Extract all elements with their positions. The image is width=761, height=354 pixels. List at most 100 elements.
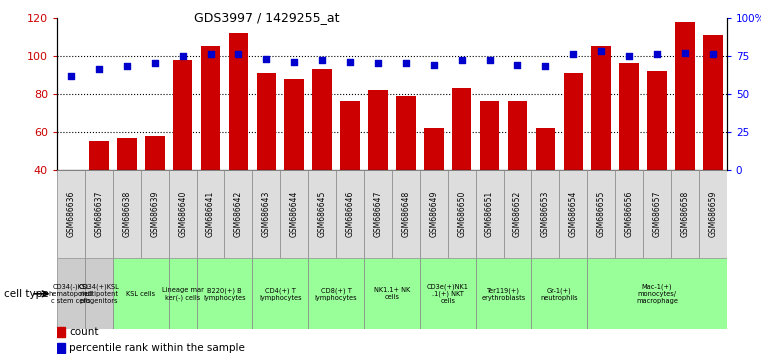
Point xyxy=(483,57,495,63)
Bar xyxy=(85,258,113,329)
Bar xyxy=(169,258,196,329)
Bar xyxy=(253,258,308,329)
Point xyxy=(511,62,524,68)
Text: CD34(-)KSL
hematopoieti
c stem cells: CD34(-)KSL hematopoieti c stem cells xyxy=(49,284,94,304)
Bar xyxy=(285,79,304,246)
Bar xyxy=(368,90,387,246)
Bar xyxy=(619,63,638,246)
Text: GSM686642: GSM686642 xyxy=(234,191,243,237)
Point xyxy=(93,67,105,72)
Bar xyxy=(396,96,416,246)
Text: NK1.1+ NK
cells: NK1.1+ NK cells xyxy=(374,287,410,300)
Bar xyxy=(531,258,587,329)
Bar xyxy=(563,73,583,246)
Point xyxy=(205,51,217,57)
Point xyxy=(344,59,356,65)
Text: Gr-1(+)
neutrophils: Gr-1(+) neutrophils xyxy=(540,287,578,301)
Bar xyxy=(671,170,699,258)
Bar xyxy=(504,170,531,258)
Bar xyxy=(308,258,364,329)
Bar xyxy=(196,170,224,258)
Text: cell type: cell type xyxy=(4,289,49,299)
Bar xyxy=(508,101,527,246)
Bar xyxy=(228,33,248,246)
Point xyxy=(567,51,579,57)
Text: GSM686636: GSM686636 xyxy=(66,191,75,238)
Bar xyxy=(476,170,504,258)
Point xyxy=(707,51,719,57)
Text: GSM686652: GSM686652 xyxy=(513,191,522,237)
Bar xyxy=(643,170,671,258)
Bar xyxy=(117,138,136,246)
Point xyxy=(428,62,440,68)
Text: GSM686654: GSM686654 xyxy=(568,191,578,238)
Bar xyxy=(89,141,109,246)
Bar xyxy=(420,170,447,258)
Text: GSM686648: GSM686648 xyxy=(401,191,410,237)
Point xyxy=(595,48,607,54)
Text: GSM686650: GSM686650 xyxy=(457,191,466,238)
Point xyxy=(372,61,384,66)
Bar xyxy=(647,71,667,246)
Point xyxy=(232,51,244,57)
Bar xyxy=(559,170,587,258)
Point xyxy=(148,61,161,66)
Text: GSM686638: GSM686638 xyxy=(123,191,132,237)
Text: GSM686637: GSM686637 xyxy=(94,191,103,238)
Bar xyxy=(256,73,276,246)
Bar xyxy=(169,170,196,258)
Bar xyxy=(57,343,65,353)
Bar xyxy=(280,170,308,258)
Point xyxy=(651,51,663,57)
Bar xyxy=(531,170,559,258)
Bar xyxy=(447,170,476,258)
Text: GSM686644: GSM686644 xyxy=(290,191,299,238)
Text: GSM686651: GSM686651 xyxy=(485,191,494,237)
Bar xyxy=(364,170,392,258)
Text: B220(+) B
lymphocytes: B220(+) B lymphocytes xyxy=(203,287,246,301)
Text: GDS3997 / 1429255_at: GDS3997 / 1429255_at xyxy=(193,11,339,24)
Bar xyxy=(85,170,113,258)
Point xyxy=(316,57,328,63)
Bar xyxy=(452,88,471,246)
Bar xyxy=(587,258,727,329)
Text: GSM686645: GSM686645 xyxy=(317,191,326,238)
Text: Mac-1(+)
monocytes/
macrophage: Mac-1(+) monocytes/ macrophage xyxy=(636,284,678,304)
Bar xyxy=(675,22,695,246)
Point xyxy=(65,73,77,78)
Text: GSM686653: GSM686653 xyxy=(541,191,550,238)
Bar xyxy=(173,59,193,246)
Text: GSM686643: GSM686643 xyxy=(262,191,271,238)
Point xyxy=(260,56,272,62)
Text: GSM686647: GSM686647 xyxy=(374,191,383,238)
Bar xyxy=(336,170,364,258)
Text: count: count xyxy=(69,327,99,337)
Bar xyxy=(308,170,336,258)
Point xyxy=(623,53,635,58)
Bar xyxy=(253,170,280,258)
Text: GSM686657: GSM686657 xyxy=(652,191,661,238)
Bar xyxy=(703,35,722,246)
Bar xyxy=(392,170,420,258)
Text: GSM686641: GSM686641 xyxy=(206,191,215,237)
Point xyxy=(177,53,189,58)
Bar xyxy=(57,327,65,337)
Text: CD3e(+)NK1
.1(+) NKT
cells: CD3e(+)NK1 .1(+) NKT cells xyxy=(427,283,469,304)
Bar xyxy=(591,46,611,246)
Bar xyxy=(424,128,444,246)
Bar xyxy=(196,258,253,329)
Text: GSM686656: GSM686656 xyxy=(625,191,634,238)
Point xyxy=(679,50,691,56)
Text: Ter119(+)
erythroblasts: Ter119(+) erythroblasts xyxy=(482,287,526,301)
Text: GSM686655: GSM686655 xyxy=(597,191,606,238)
Bar xyxy=(57,170,85,258)
Text: GSM686639: GSM686639 xyxy=(150,191,159,238)
Bar xyxy=(615,170,643,258)
Bar xyxy=(340,101,360,246)
Text: GSM686646: GSM686646 xyxy=(345,191,355,238)
Bar xyxy=(224,170,253,258)
Bar xyxy=(476,258,531,329)
Text: percentile rank within the sample: percentile rank within the sample xyxy=(69,343,245,353)
Point xyxy=(540,64,552,69)
Bar xyxy=(479,101,499,246)
